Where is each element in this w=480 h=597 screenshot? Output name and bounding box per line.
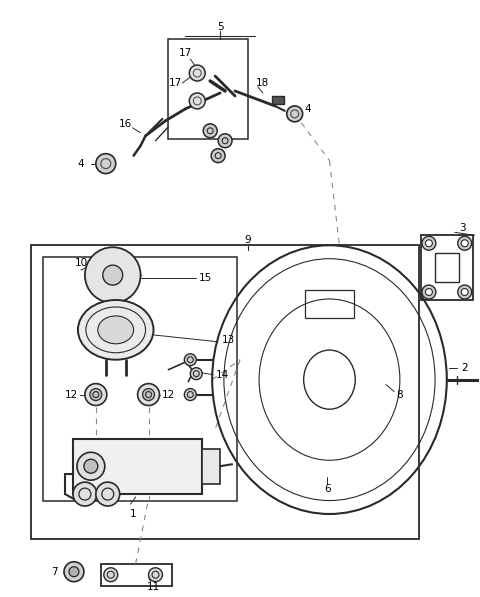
Circle shape [103,265,123,285]
Text: 18: 18 [256,78,269,88]
Text: 2: 2 [461,362,468,373]
Circle shape [69,567,79,577]
Text: 15: 15 [199,273,212,283]
Text: 8: 8 [396,390,402,399]
Circle shape [96,482,120,506]
Text: 11: 11 [147,581,160,592]
Bar [101,564,172,586]
Text: 17: 17 [169,78,182,88]
Circle shape [104,568,118,581]
Circle shape [138,384,159,405]
Circle shape [458,236,472,250]
Circle shape [461,240,468,247]
Circle shape [85,384,107,405]
Text: 13: 13 [221,335,235,345]
Text: 3: 3 [459,223,466,233]
Text: 5: 5 [217,22,223,32]
Circle shape [96,153,116,174]
Circle shape [287,106,302,122]
Ellipse shape [98,316,133,344]
Circle shape [422,236,436,250]
Circle shape [143,389,155,401]
Text: 9: 9 [245,235,251,245]
Circle shape [64,562,84,581]
Bar [43,257,237,501]
Text: 10: 10 [74,258,87,268]
Bar [31,245,419,539]
Circle shape [85,247,141,303]
Circle shape [190,368,202,380]
Text: 6: 6 [324,484,331,494]
Text: 12: 12 [162,390,175,399]
Text: 1: 1 [130,509,137,519]
Bar [202,450,220,484]
Circle shape [184,389,196,401]
Ellipse shape [78,300,154,360]
Bar [305,290,354,318]
Circle shape [184,354,196,366]
Circle shape [90,389,102,401]
Circle shape [458,285,472,299]
Text: 16: 16 [119,119,132,129]
Text: 4: 4 [304,104,311,114]
Circle shape [425,288,432,296]
Circle shape [461,288,468,296]
Bar [73,439,202,494]
Circle shape [211,149,225,162]
Circle shape [73,482,97,506]
Bar [421,235,473,300]
Circle shape [189,65,205,81]
Circle shape [148,568,162,581]
Text: 17: 17 [179,48,192,58]
Bar [168,39,248,139]
Bar [272,96,284,104]
Circle shape [425,240,432,247]
Circle shape [77,453,105,480]
Circle shape [218,134,232,147]
Text: 12: 12 [64,390,78,399]
Circle shape [189,93,205,109]
Text: 14: 14 [216,370,229,380]
Text: 7: 7 [51,567,58,577]
Circle shape [422,285,436,299]
Text: 4: 4 [78,159,84,168]
Circle shape [84,459,98,473]
Circle shape [203,124,217,138]
Bar [435,253,459,282]
